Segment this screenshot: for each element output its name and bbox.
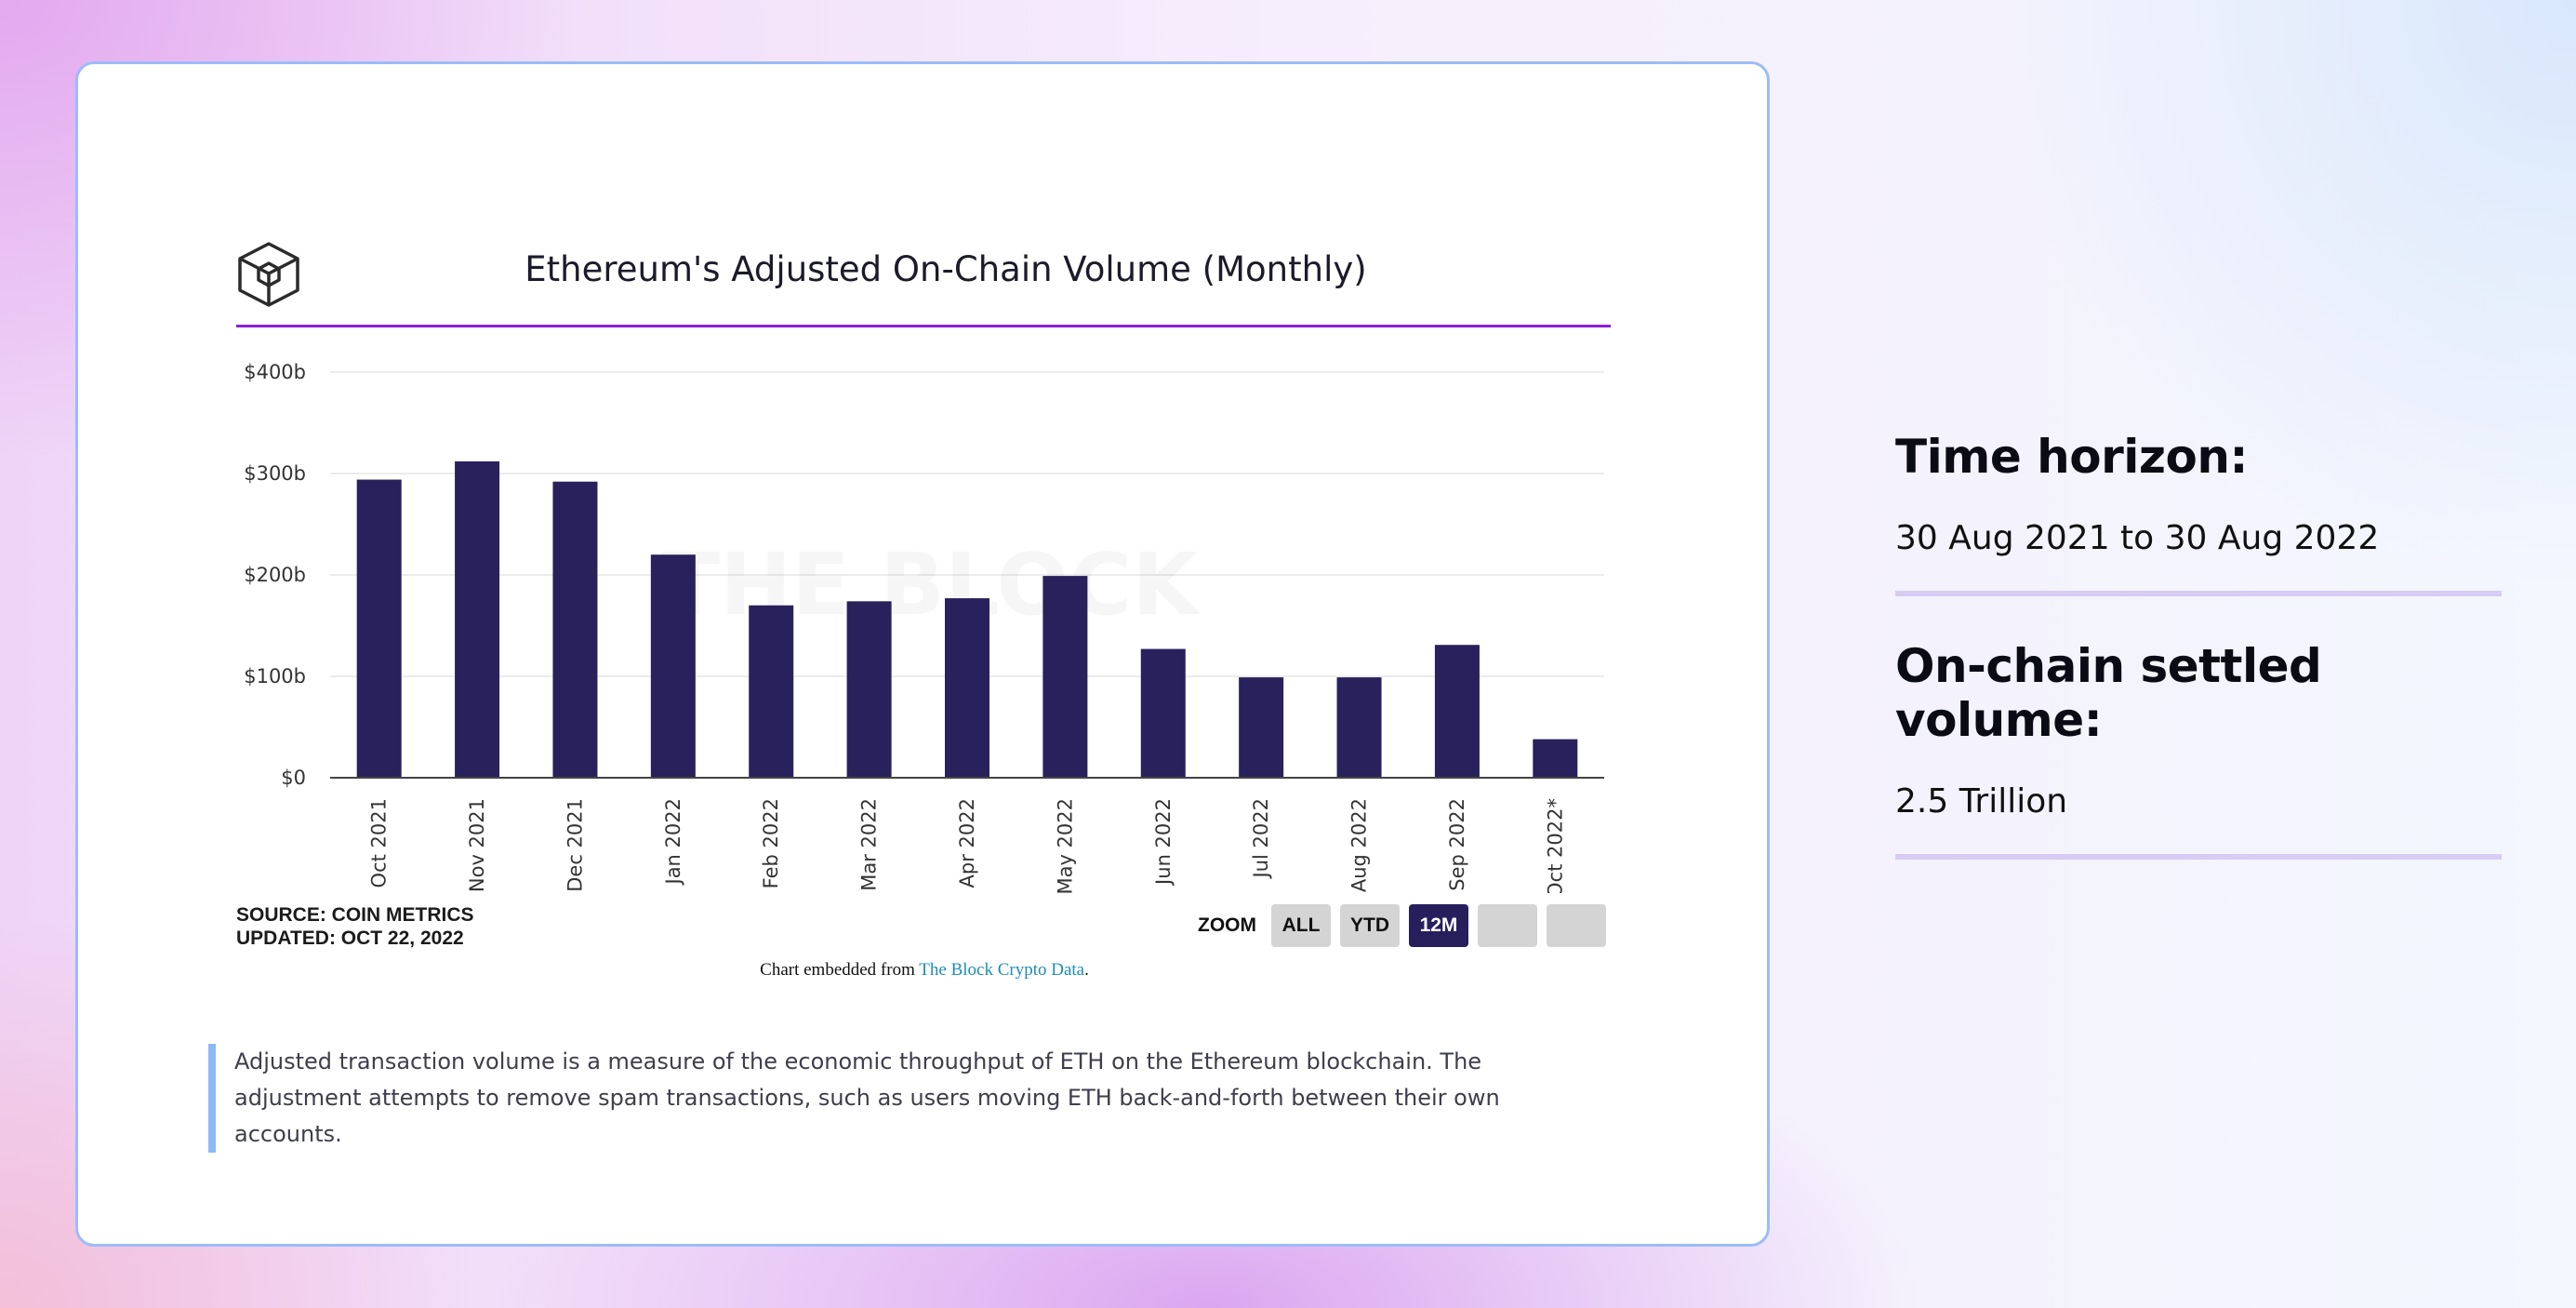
title-divider [236, 325, 1611, 327]
bar [1239, 677, 1284, 778]
x-tick-label: Feb 2022 [760, 798, 782, 888]
bar [552, 481, 598, 778]
zoom-12m-button[interactable]: 12M [1409, 904, 1468, 947]
x-tick-label: Aug 2022 [1348, 798, 1371, 892]
embed-suffix: . [1084, 960, 1089, 980]
x-tick-label: Oct 2022* [1544, 798, 1566, 893]
volume-heading: On-chain settled volume: [1895, 639, 2322, 747]
watermark: THE BLOCK [661, 535, 1202, 634]
bar [356, 479, 402, 778]
bar [945, 598, 989, 778]
y-tick-label: $400b [244, 361, 306, 383]
source-line: SOURCE: COIN METRICS [236, 904, 474, 926]
y-tick-label: $100b [244, 665, 306, 687]
x-tick-label: Oct 2021 [368, 798, 391, 888]
y-tick-label: $200b [244, 564, 306, 586]
x-tick-label: Sep 2022 [1446, 798, 1468, 891]
zoom-ytd-button[interactable]: YTD [1340, 904, 1400, 947]
y-tick-label: $300b [244, 462, 306, 485]
the-block-data-link[interactable]: The Block Crypto Data [919, 960, 1085, 980]
embed-prefix: Chart embedded from [760, 960, 920, 980]
x-tick-label: Jan 2022 [662, 798, 684, 887]
bar [749, 605, 794, 778]
bar-chart: $0 $100b $200b $300b $400b THE BLOCK Oct 2021 N… [244, 361, 1604, 893]
bar [1140, 648, 1186, 778]
volume-value: 2.5 Trillion [1895, 782, 2068, 821]
description-quote: Adjusted transaction volume is a measure… [208, 1044, 1592, 1153]
zoom-controls: ZOOM ALL YTD 12M [1198, 904, 1606, 947]
bar [1336, 677, 1382, 778]
divider [1895, 591, 2502, 596]
the-block-logo-icon [238, 242, 299, 307]
x-tick-label: Apr 2022 [956, 798, 978, 888]
zoom-empty-button-1[interactable] [1478, 904, 1537, 947]
zoom-all-button[interactable]: ALL [1271, 904, 1331, 947]
bar [455, 460, 500, 778]
embed-credit: Chart embedded from The Block Crypto Dat… [236, 960, 1613, 981]
x-tick-label: Jun 2022 [1152, 798, 1175, 887]
x-tick-label: Jul 2022 [1250, 798, 1272, 879]
bar [1042, 576, 1088, 778]
updated-line: UPDATED: OCT 22, 2022 [236, 928, 464, 949]
time-horizon-heading: Time horizon: [1895, 430, 2248, 484]
zoom-empty-button-2[interactable] [1547, 904, 1606, 947]
zoom-label: ZOOM [1198, 914, 1256, 936]
x-tick-label: Dec 2021 [564, 798, 586, 892]
stats-panel: Time horizon: 30 Aug 2021 to 30 Aug 2022… [1895, 430, 2502, 860]
time-horizon-value: 30 Aug 2021 to 30 Aug 2022 [1895, 519, 2380, 557]
x-tick-label: Mar 2022 [858, 798, 881, 891]
x-tick-label: Nov 2021 [466, 798, 488, 892]
source-note: SOURCE: COIN METRICS UPDATED: OCT 22, 20… [236, 903, 474, 950]
y-tick-label: $0 [281, 767, 306, 789]
chart-title: Ethereum's Adjusted On-Chain Volume (Mon… [524, 249, 1367, 289]
bar [846, 601, 892, 778]
divider [1895, 854, 2502, 860]
bar [650, 554, 696, 778]
bar [1533, 739, 1578, 778]
x-tick-label: May 2022 [1054, 798, 1076, 893]
bar [1434, 645, 1480, 778]
